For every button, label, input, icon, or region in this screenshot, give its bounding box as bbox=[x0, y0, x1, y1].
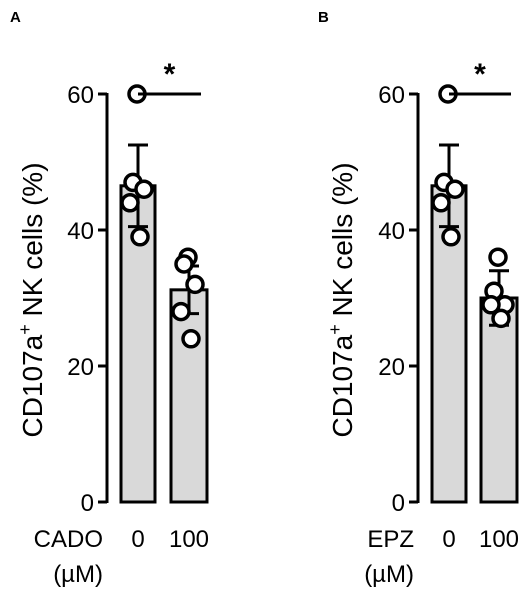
y-tick-label: 20 bbox=[67, 354, 94, 381]
y-tick-label: 60 bbox=[378, 82, 405, 109]
x-axis-title-line1: EPZ bbox=[367, 526, 414, 553]
y-axis-label-rest: NK cells (%) bbox=[327, 162, 358, 324]
bar bbox=[169, 288, 209, 504]
y-tick-label: 0 bbox=[81, 490, 94, 517]
y-tick-label: 40 bbox=[378, 218, 405, 245]
x-axis-title-line2: (µM) bbox=[364, 561, 414, 588]
y-axis-label-superscript: + bbox=[325, 324, 345, 335]
y-axis-label: CD107a+ NK cells (%) bbox=[325, 162, 358, 437]
y-tick-label: 60 bbox=[67, 82, 94, 109]
y-tick-label: 40 bbox=[67, 218, 94, 245]
x-tick-label: 100 bbox=[479, 526, 519, 553]
data-point bbox=[445, 179, 465, 199]
data-point bbox=[488, 247, 508, 267]
panel-a: A 0 20 40 60 CD107a+ NK cells (%) 0 100 * CADO (µM… bbox=[10, 9, 209, 588]
data-point bbox=[120, 193, 140, 213]
significance-label: * bbox=[164, 58, 176, 91]
panel-letter: B bbox=[318, 9, 329, 26]
data-point bbox=[185, 274, 205, 295]
data-point bbox=[441, 227, 461, 247]
y-tick-label: 0 bbox=[392, 490, 405, 517]
data-point bbox=[181, 329, 201, 349]
y-tick-label: 20 bbox=[378, 354, 405, 381]
data-point bbox=[431, 193, 451, 213]
x-tick-label: 100 bbox=[169, 526, 209, 553]
y-axis-label-rest: NK cells (%) bbox=[17, 162, 48, 324]
x-axis-title-line1: CADO bbox=[34, 526, 103, 553]
data-point bbox=[481, 295, 501, 315]
x-axis-title-line2: (µM) bbox=[53, 561, 103, 588]
y-axis-label: CD107a+ NK cells (%) bbox=[15, 162, 48, 437]
data-point bbox=[491, 308, 511, 329]
panel-b: B 0 20 40 60 CD107a+ NK cells (%) 0 100 * EPZ (µM) bbox=[318, 9, 519, 588]
significance-label: * bbox=[474, 58, 486, 91]
data-point bbox=[171, 301, 191, 322]
data-point bbox=[174, 254, 194, 274]
x-tick-label: 0 bbox=[131, 526, 144, 553]
y-axis-label-main: CD107a bbox=[17, 334, 48, 437]
x-tick-label: 0 bbox=[442, 526, 455, 553]
data-point bbox=[134, 179, 154, 199]
data-point bbox=[130, 227, 150, 247]
bar bbox=[479, 296, 519, 504]
y-axis-label-superscript: + bbox=[15, 324, 35, 335]
panel-letter: A bbox=[10, 9, 21, 26]
y-axis-label-main: CD107a bbox=[327, 334, 358, 437]
